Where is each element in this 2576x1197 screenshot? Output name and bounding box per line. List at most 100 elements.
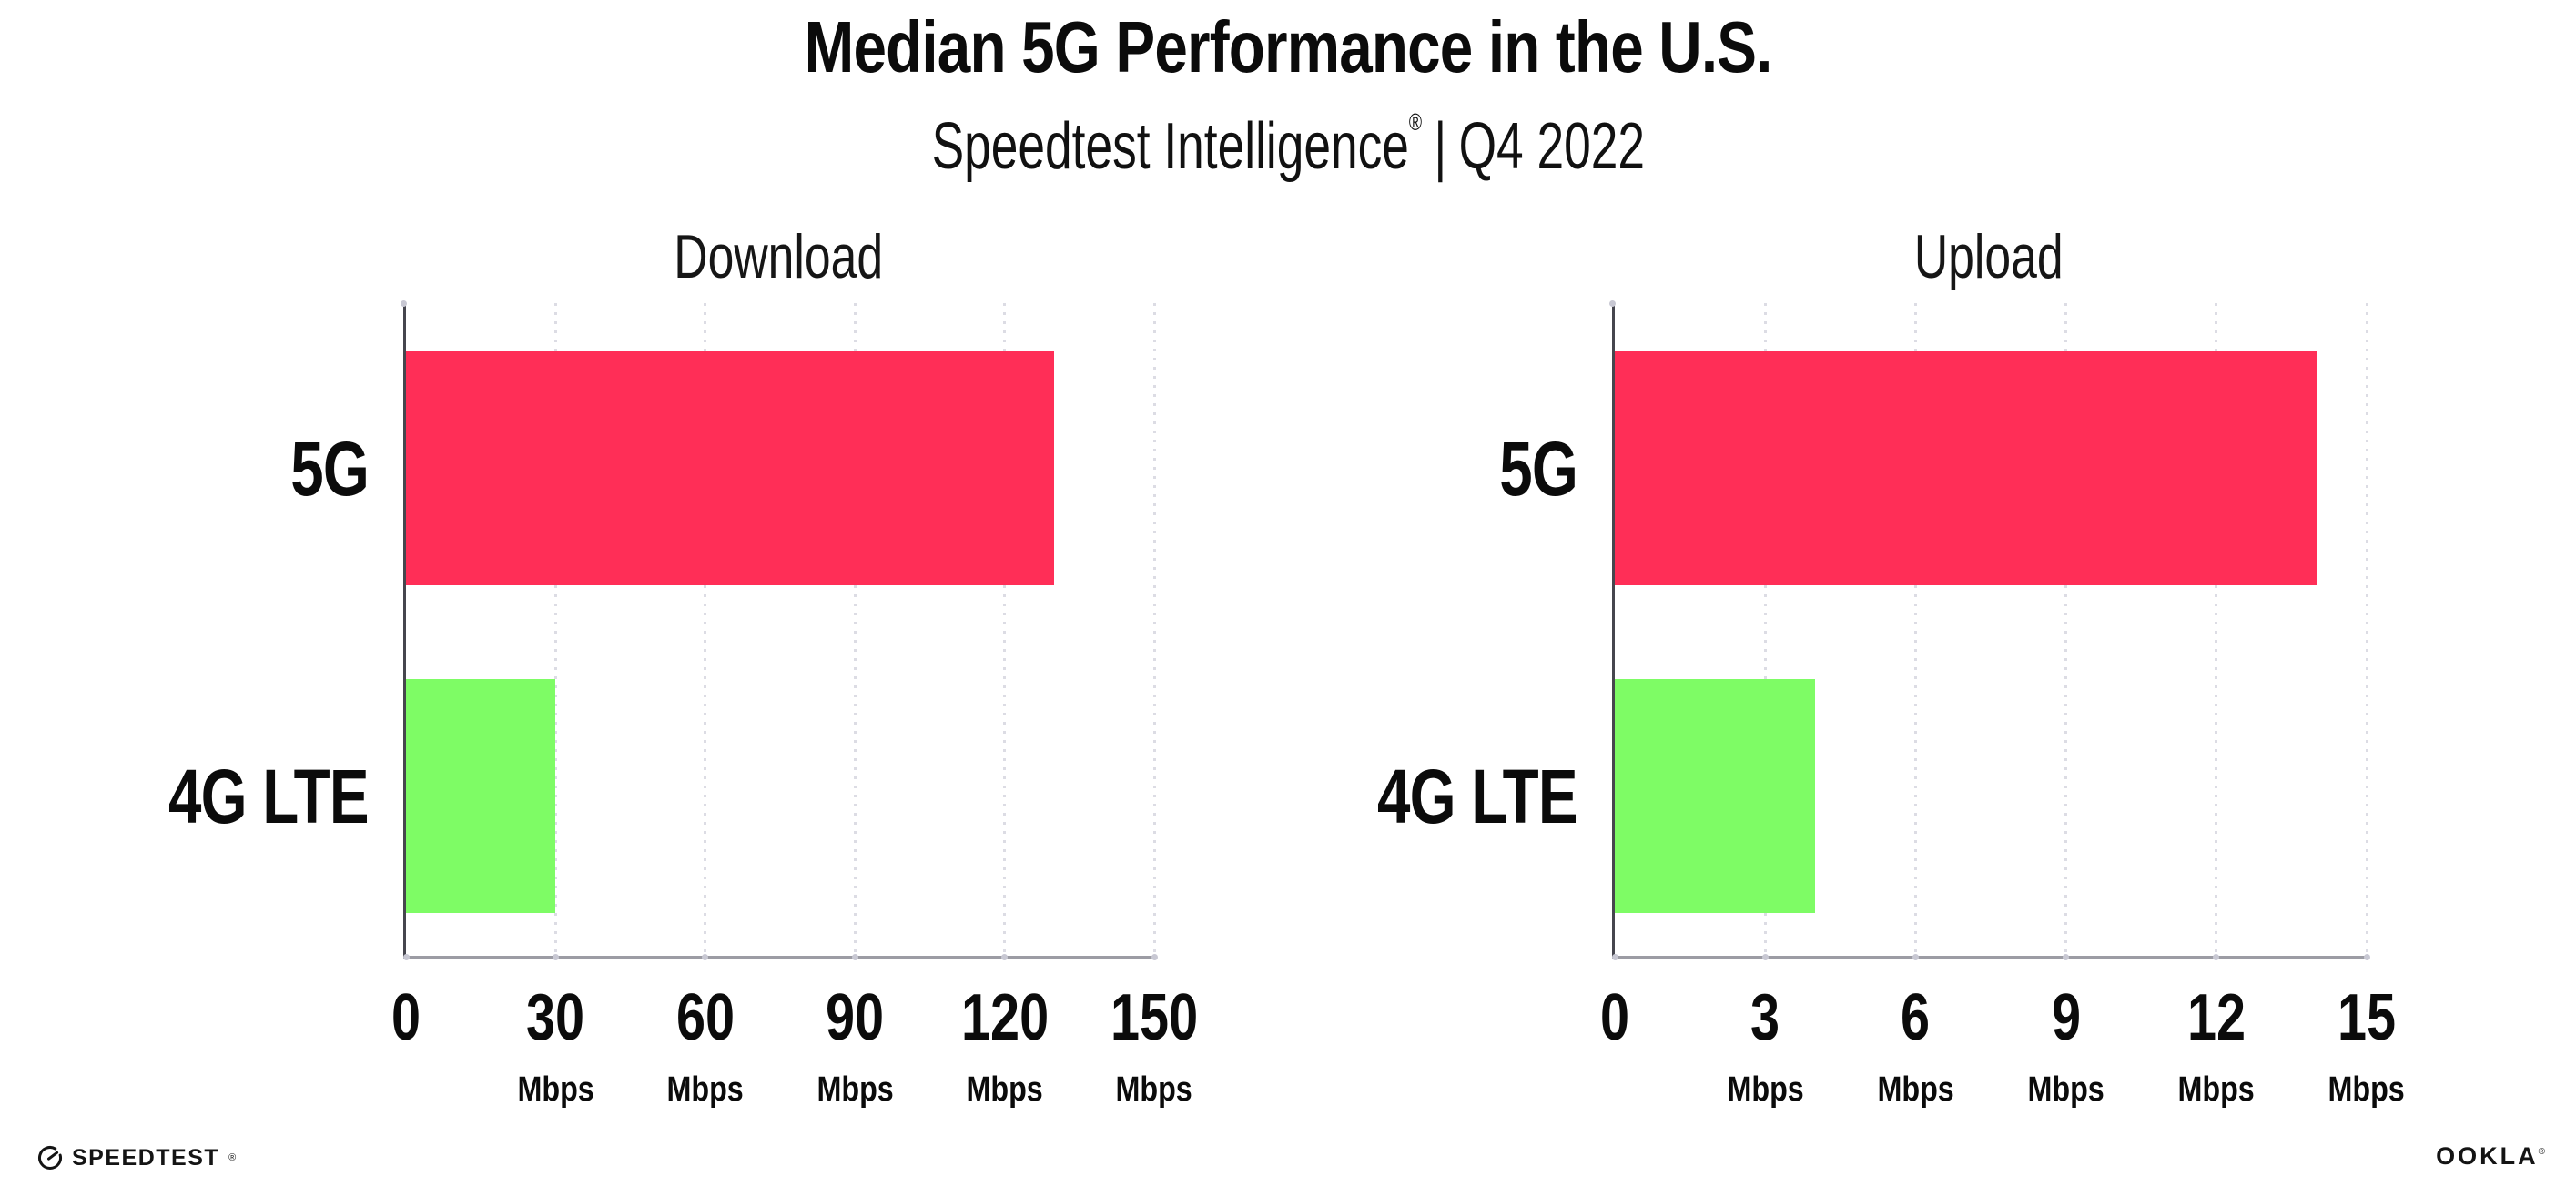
- gridline-30: [553, 303, 557, 956]
- bar-4g-lte: [1615, 679, 1816, 913]
- baseline-tick-dot: [402, 954, 410, 960]
- gridline-120: [1003, 303, 1007, 956]
- page-title: Median 5G Performance in the U.S.: [0, 5, 2576, 110]
- category-label-4g-lte: 4G LTE: [0, 753, 370, 857]
- x-tick-unit: Mbps: [1692, 1071, 1838, 1115]
- category-label-text: 4G LTE: [168, 753, 370, 839]
- category-label-4g-lte: 4G LTE: [1186, 758, 1578, 857]
- x-tick-unit-text: Mbps: [2177, 1070, 2255, 1109]
- x-tick-unit: Mbps: [782, 1071, 928, 1115]
- subtitle-brand: Speedtest Intelligence: [931, 110, 1409, 183]
- ookla-logo: OOKLA®: [2436, 1142, 2545, 1171]
- x-tick-value: 12: [2144, 985, 2289, 1069]
- x-tick-value: 60: [633, 985, 778, 1069]
- x-tick-value: 15: [2294, 985, 2439, 1069]
- x-tick-value: 9: [1993, 985, 2139, 1069]
- x-tick-unit-text: Mbps: [1115, 1070, 1193, 1109]
- upload-chart-title-text: Upload: [1914, 222, 2064, 291]
- x-tick-value-text: 60: [675, 981, 735, 1054]
- download-chart-title: Download: [369, 221, 1188, 309]
- gridline-15: [2365, 303, 2368, 956]
- x-tick-unit-text: Mbps: [966, 1070, 1043, 1109]
- category-label-text: 5G: [1499, 425, 1578, 512]
- baseline-tick-dot: [1001, 954, 1009, 960]
- x-tick-value: 3: [1692, 985, 1838, 1069]
- bar-5g: [1615, 351, 2317, 585]
- x-tick-value: 30: [482, 985, 628, 1069]
- page-subtitle-text: Speedtest Intelligence® | Q4 2022: [931, 84, 1644, 185]
- speedtest-logo-text: SPEEDTEST: [72, 1144, 220, 1171]
- x-tick-value-text: 90: [826, 981, 885, 1054]
- download-chart-plot: 0 30 Mbps 60 Mbps 90 Mbps 120 Mbps 150 Mbps 5G 4G LT…: [168, 299, 1198, 1108]
- baseline-tick-dot: [702, 954, 709, 960]
- x-tick-label: 60 Mbps: [633, 985, 778, 1115]
- page-title-text: Median 5G Performance in the U.S.: [804, 6, 1773, 87]
- x-tick-unit: Mbps: [633, 1071, 778, 1115]
- x-tick-unit-text: Mbps: [1877, 1070, 1954, 1109]
- x-tick-unit-text: Mbps: [666, 1070, 744, 1109]
- x-tick-value: 150: [1081, 985, 1227, 1069]
- baseline-tick-dot: [2213, 954, 2220, 960]
- x-tick-unit: Mbps: [1081, 1071, 1227, 1115]
- x-tick-label: 150 Mbps: [1081, 985, 1227, 1115]
- x-tick-label: 90 Mbps: [782, 985, 928, 1115]
- speedtest-gauge-icon: [38, 1146, 62, 1170]
- x-tick-label: 12 Mbps: [2144, 985, 2289, 1115]
- baseline-tick-dot: [1151, 954, 1158, 960]
- x-tick-value: 120: [932, 985, 1078, 1069]
- download-chart-title-text: Download: [674, 222, 883, 291]
- subtitle-period: Q4 2022: [1458, 110, 1645, 183]
- x-tick-unit-text: Mbps: [517, 1070, 594, 1109]
- gridline-6: [1913, 303, 1917, 956]
- x-tick-label: 6 Mbps: [1842, 985, 1988, 1115]
- subtitle-separator: |: [1434, 110, 1446, 183]
- ookla-registered-mark-icon: ®: [2538, 1147, 2545, 1157]
- x-tick-unit-text: Mbps: [1727, 1070, 1804, 1109]
- x-tick-value-text: 120: [960, 981, 1049, 1054]
- gridline-3: [1763, 303, 1767, 956]
- x-tick-value-text: 30: [526, 981, 585, 1054]
- x-tick-value-text: 12: [2186, 981, 2246, 1054]
- baseline-tick-dot: [851, 954, 858, 960]
- x-tick-value-text: 6: [1901, 981, 1931, 1054]
- x-tick-label: 30 Mbps: [482, 985, 628, 1115]
- x-tick-value-text: 150: [1110, 981, 1199, 1054]
- baseline-tick-dot: [1761, 954, 1769, 960]
- x-tick-label: 0: [1542, 985, 1688, 1069]
- x-tick-value: 90: [782, 985, 928, 1069]
- x-tick-unit: Mbps: [1842, 1071, 1988, 1115]
- x-tick-value: 0: [333, 985, 479, 1069]
- y-axis-top-dot: [1608, 299, 1616, 307]
- x-tick-unit: Mbps: [1993, 1071, 2139, 1115]
- x-tick-value-text: 0: [1599, 981, 1630, 1054]
- category-label-text: 5G: [290, 425, 370, 512]
- gridline-60: [704, 303, 707, 956]
- x-tick-label: 0: [333, 985, 479, 1069]
- x-tick-value-text: 15: [2337, 981, 2397, 1054]
- baseline-tick-dot: [2063, 954, 2070, 960]
- x-tick-value-text: 0: [390, 981, 421, 1054]
- gridline-9: [2064, 303, 2068, 956]
- x-tick-label: 15 Mbps: [2294, 985, 2439, 1115]
- baseline-tick-dot: [552, 954, 559, 960]
- upload-chart-plot: 0 3 Mbps 6 Mbps 9 Mbps 12 Mbps 15 Mbps 5G 4G LTE: [1377, 299, 2405, 1108]
- baseline-tick-dot: [1611, 954, 1618, 960]
- x-tick-label: 3 Mbps: [1692, 985, 1838, 1115]
- gridline-90: [853, 303, 857, 956]
- baseline-tick-dot: [1912, 954, 1919, 960]
- gridline-12: [2215, 303, 2218, 956]
- x-tick-label: 120 Mbps: [932, 985, 1078, 1115]
- gridline-150: [1152, 303, 1156, 956]
- x-tick-unit: Mbps: [932, 1071, 1078, 1115]
- x-tick-unit-text: Mbps: [816, 1070, 894, 1109]
- baseline-tick-dot: [2363, 954, 2370, 960]
- x-tick-unit: Mbps: [2144, 1071, 2289, 1115]
- x-tick-unit: Mbps: [482, 1071, 628, 1115]
- ookla-logo-text: OOKLA: [2436, 1142, 2539, 1170]
- x-tick-value-text: 3: [1750, 981, 1780, 1054]
- category-label-5g: 5G: [1186, 425, 1578, 530]
- bar-4g-lte: [406, 679, 556, 913]
- x-tick-label: 9 Mbps: [1993, 985, 2139, 1115]
- x-tick-value: 0: [1542, 985, 1688, 1069]
- x-tick-unit: Mbps: [2294, 1071, 2439, 1115]
